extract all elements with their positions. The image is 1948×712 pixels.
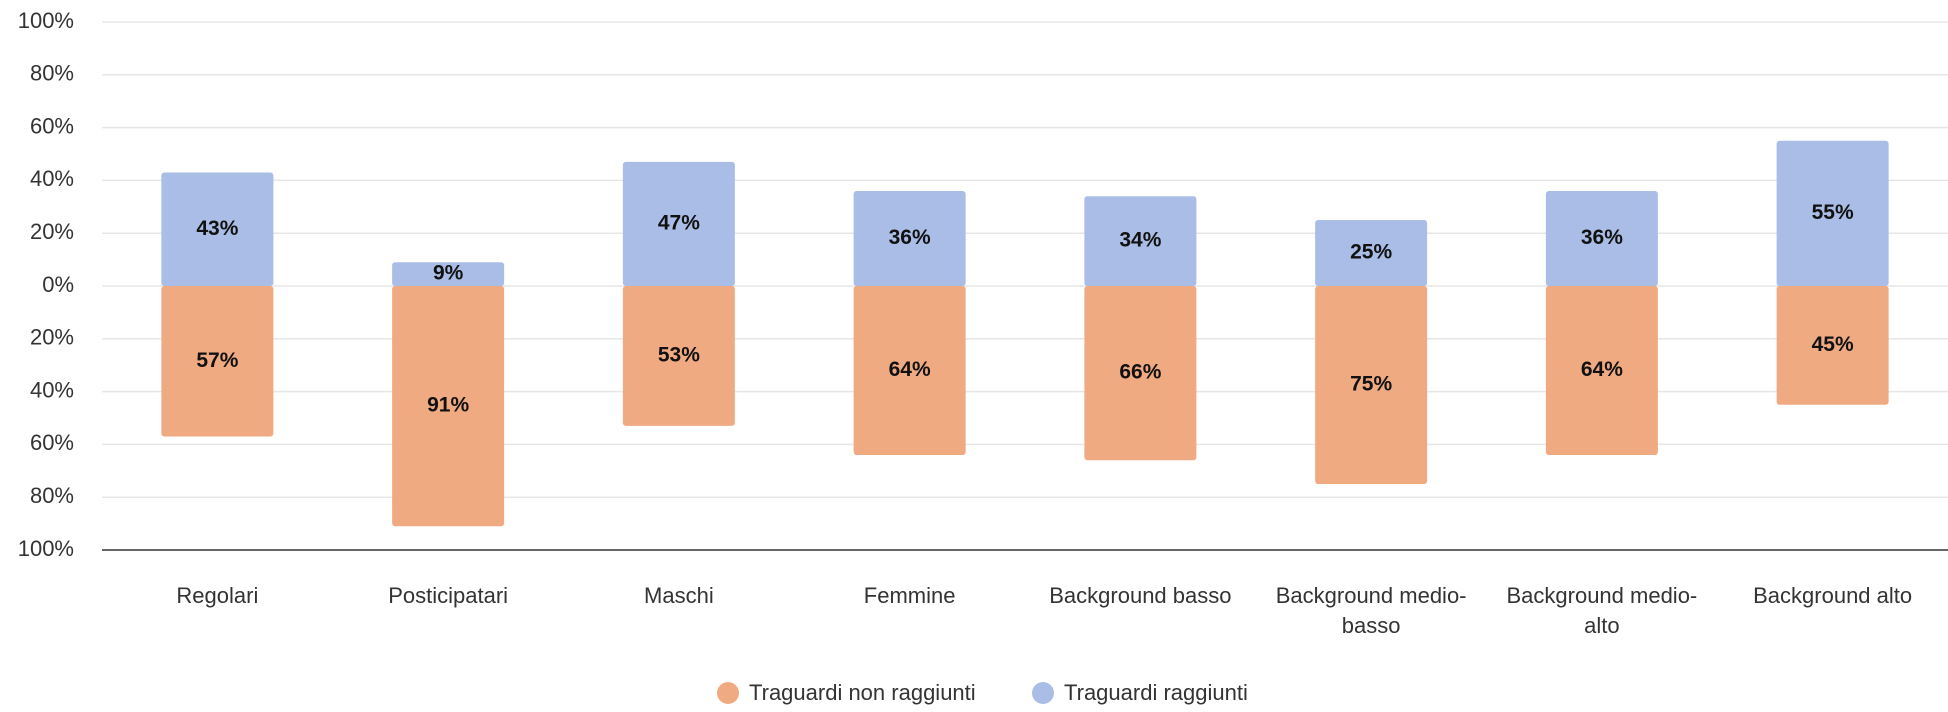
data-label: 45% [1812, 333, 1854, 356]
x-tick-label: Posticipatari [388, 583, 509, 608]
bar [1545, 190, 1658, 286]
bar [1315, 220, 1428, 286]
data-label: 9% [433, 262, 464, 285]
data-label: 57% [196, 349, 238, 372]
bar [1776, 286, 1889, 405]
data-label: 36% [1581, 226, 1623, 249]
data-label: 64% [889, 358, 931, 381]
bar [1545, 286, 1658, 455]
y-tick-label: 100% [18, 8, 74, 33]
data-label: 47% [658, 212, 700, 235]
x-tick-label: Regolari [176, 583, 259, 608]
y-tick-label: 40% [30, 166, 74, 191]
y-tick-label: 80% [30, 483, 74, 508]
y-tick-label: 40% [30, 377, 74, 402]
data-label: 75% [1350, 373, 1392, 396]
data-label: 64% [1581, 358, 1623, 381]
legend-swatch [1032, 682, 1054, 704]
data-label: 91% [427, 394, 469, 417]
bar [161, 172, 274, 286]
bar [392, 286, 505, 527]
bar [853, 190, 966, 286]
bar [622, 161, 735, 286]
bar [1776, 140, 1889, 286]
bar [1315, 286, 1428, 484]
bar [1084, 286, 1197, 461]
legend-label: Traguardi non raggiunti [749, 680, 976, 705]
data-label: 66% [1119, 361, 1161, 384]
bar [392, 262, 505, 286]
bar [853, 286, 966, 455]
x-tick-label: Background medio-basso [1275, 583, 1467, 638]
y-tick-label: 100% [18, 536, 74, 561]
x-tick-label: Maschi [644, 583, 714, 608]
legend-label: Traguardi raggiunti [1064, 680, 1248, 705]
x-tick-label: Background basso [1049, 583, 1232, 608]
bar [1084, 196, 1197, 286]
y-tick-label: 0% [42, 272, 74, 297]
y-tick-label: 60% [30, 113, 74, 138]
data-label: 43% [196, 217, 238, 240]
data-label: 25% [1350, 241, 1392, 264]
x-tick-label: Background alto [1753, 583, 1913, 608]
x-tick-label: Background medio-alto [1506, 583, 1698, 638]
data-label: 36% [889, 226, 931, 249]
legend-swatch [717, 682, 739, 704]
x-tick-label: Femmine [863, 583, 956, 608]
data-label: 55% [1812, 201, 1854, 224]
bar [161, 286, 274, 437]
bar [622, 286, 735, 426]
data-label: 34% [1119, 229, 1161, 252]
y-tick-label: 20% [30, 325, 74, 350]
y-tick-label: 20% [30, 219, 74, 244]
data-label: 53% [658, 344, 700, 367]
y-tick-label: 60% [30, 430, 74, 455]
y-tick-label: 80% [30, 61, 74, 86]
